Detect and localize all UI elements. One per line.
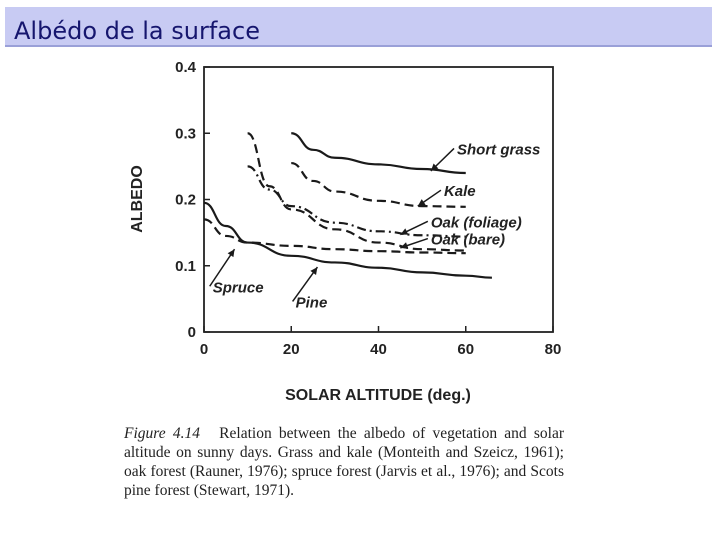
x-tick-label: 80 <box>545 341 562 358</box>
y-tick-label: 0.1 <box>175 258 196 275</box>
series-label-kale: Kale <box>444 183 476 200</box>
series-arrowhead-oak-foliage <box>400 228 409 235</box>
series-label-spruce: Spruce <box>213 279 264 296</box>
y-tick-label: 0 <box>188 324 196 341</box>
series-arrowhead-kale <box>417 199 426 207</box>
x-tick-label: 20 <box>283 341 300 358</box>
albedo-chart: 0 20 40 60 80 0 0.1 0.2 0.3 0.4 Short grass Kale Oa… <box>112 52 582 512</box>
series-label-pine: Pine <box>296 294 328 311</box>
albedo-chart-svg: 0 20 40 60 80 0 0.1 0.2 0.3 0.4 Short grass Kale Oa… <box>129 59 561 404</box>
series-arrowhead-oak-bare <box>400 242 409 249</box>
series-label-oak-foliage: Oak (foliage) <box>431 214 522 231</box>
series-arrow-spruce <box>209 248 236 287</box>
series-line-oak-bare <box>247 132 466 252</box>
x-tick-label: 60 <box>457 341 474 358</box>
slide-title-bar: Albédo de la surface <box>5 7 712 47</box>
x-tick-label: 0 <box>200 341 208 358</box>
series-label-oak-bare: Oak (bare) <box>431 232 505 249</box>
slide-title: Albédo de la surface <box>14 17 260 45</box>
x-tick-label: 40 <box>370 341 387 358</box>
series-line-oak-foliage <box>247 165 466 238</box>
axis-ticks: 0 20 40 60 80 0 0.1 0.2 0.3 0.4 <box>175 59 561 358</box>
series-line-spruce <box>203 218 466 255</box>
series-labels: Short grass Kale Oak (foliage)Oak (bare) Sp… <box>209 141 540 311</box>
series-arrowhead-pine <box>310 267 318 275</box>
y-tick-label: 0.3 <box>175 125 196 142</box>
series-arrowhead-short-grass <box>430 163 439 172</box>
series-arrowhead-spruce <box>227 249 235 258</box>
figure-caption: Figure 4.14 Relation between the albedo … <box>124 424 564 500</box>
series-line-short-grass <box>291 132 466 175</box>
series-label-short-grass: Short grass <box>457 141 540 158</box>
figure-label: Figure 4.14 <box>124 425 200 442</box>
y-axis-title: ALBEDO <box>129 165 146 233</box>
series-lines <box>203 132 492 279</box>
y-tick-label: 0.2 <box>175 192 196 209</box>
y-tick-label: 0.4 <box>175 59 197 76</box>
x-axis-title: SOLAR ALTITUDE (deg.) <box>285 387 471 404</box>
caption-text: Relation between the albedo of vegetatio… <box>124 425 565 499</box>
series-line-kale <box>291 161 466 208</box>
series-line-pine <box>203 201 492 279</box>
